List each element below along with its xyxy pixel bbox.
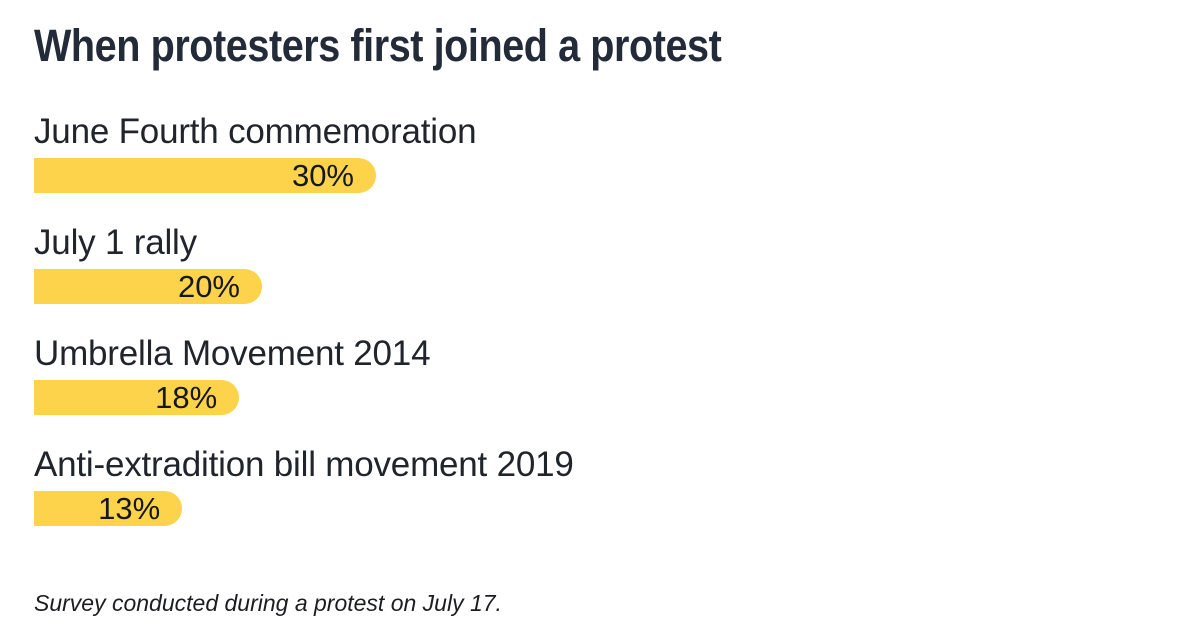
bar-row: July 1 rally 20% [34,221,1200,304]
chart-title: When protesters first joined a protest [34,20,722,71]
value-label: 13% [98,491,161,526]
value-label: 20% [177,269,240,304]
bar-row: June Fourth commemoration 30% [34,110,1200,193]
value-label: 18% [155,380,218,415]
category-label: July 1 rally [34,223,197,262]
bar-row: Umbrella Movement 2014 18% [34,332,1200,415]
category-label: June Fourth commemoration [34,112,477,151]
bar: 18% [34,380,240,415]
category-label: Umbrella Movement 2014 [34,334,431,373]
category-label: Anti-extradition bill movement 2019 [34,445,574,484]
bar-row: Anti-extradition bill movement 2019 13% [34,443,1200,526]
bar-rows: June Fourth commemoration 30% July 1 ral… [34,110,1200,526]
source-note: Survey conducted during a protest on Jul… [34,590,502,616]
value-label: 30% [291,158,354,193]
bar: 20% [34,269,262,304]
bar: 30% [34,158,376,193]
bar: 13% [34,491,183,526]
